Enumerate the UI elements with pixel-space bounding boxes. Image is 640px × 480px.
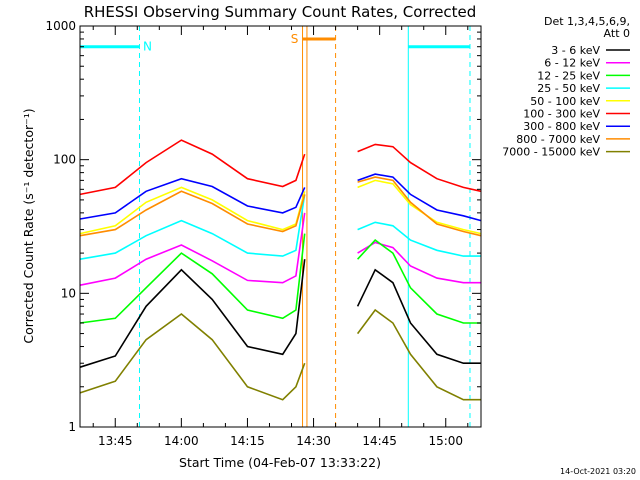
x-tick-label: 14:30 <box>296 434 331 448</box>
annotation-label: N <box>143 40 152 54</box>
legend-label: 800 - 7000 keV <box>516 133 600 146</box>
series-line <box>356 308 481 401</box>
y-tick-label: 1000 <box>45 19 76 33</box>
x-tick-label: 13:45 <box>98 434 133 448</box>
x-tick-label: 14:00 <box>164 434 199 448</box>
series-line <box>79 259 306 368</box>
chart-title: RHESSI Observing Summary Count Rates, Co… <box>84 3 477 21</box>
legend-label: 12 - 25 keV <box>537 69 600 82</box>
series-line <box>79 233 306 324</box>
series-line <box>79 194 306 260</box>
x-axis-label: Start Time (04-Feb-07 13:33:22) <box>179 455 381 470</box>
x-axis: 13:45 14:00 14:15 14:30 14:45 15:00 <box>92 26 469 448</box>
legend-label: 50 - 100 keV <box>530 95 600 108</box>
series-line <box>79 186 306 235</box>
timestamp: 14-Oct-2021 03:20 <box>560 467 636 476</box>
annotation-label: S <box>291 32 299 46</box>
series-line <box>356 268 481 365</box>
series-line <box>79 177 306 220</box>
series-line <box>357 179 482 235</box>
x-tick-label: 15:00 <box>428 434 463 448</box>
series-line <box>79 312 306 401</box>
legend-label: 3 - 6 keV <box>551 44 600 57</box>
legend-label: 100 - 300 keV <box>523 108 600 121</box>
series-line <box>79 190 306 237</box>
y-axis: 1 10 100 1000 <box>45 19 481 434</box>
series-line <box>79 212 306 286</box>
y-tick-label: 10 <box>61 286 76 300</box>
series-line <box>357 173 482 222</box>
plot-frame <box>79 25 482 428</box>
legend-label: 6 - 12 keV <box>544 57 600 70</box>
series-line <box>357 221 481 257</box>
legend-header-line-2: Att 0 <box>604 27 630 40</box>
legend-label: 300 - 800 keV <box>523 120 600 133</box>
annotations: NS <box>79 26 471 427</box>
y-tick-label: 100 <box>53 153 76 167</box>
x-tick-label: 14:45 <box>362 434 397 448</box>
series-lines <box>79 139 482 401</box>
legend-label: 7000 - 15000 keV <box>502 146 600 159</box>
x-tick-label: 14:15 <box>230 434 265 448</box>
series-line <box>79 139 306 196</box>
y-axis-label: Corrected Count Rate (s⁻¹ detector⁻¹) <box>21 108 36 343</box>
legend-header-line-1: Det 1,3,4,5,6,9, <box>544 15 630 28</box>
legend-label: 25 - 50 keV <box>537 82 600 95</box>
series-line <box>357 241 481 284</box>
series-line <box>357 143 482 193</box>
y-tick-label: 1 <box>68 420 76 434</box>
series-line <box>357 176 482 237</box>
series-line <box>357 239 481 324</box>
